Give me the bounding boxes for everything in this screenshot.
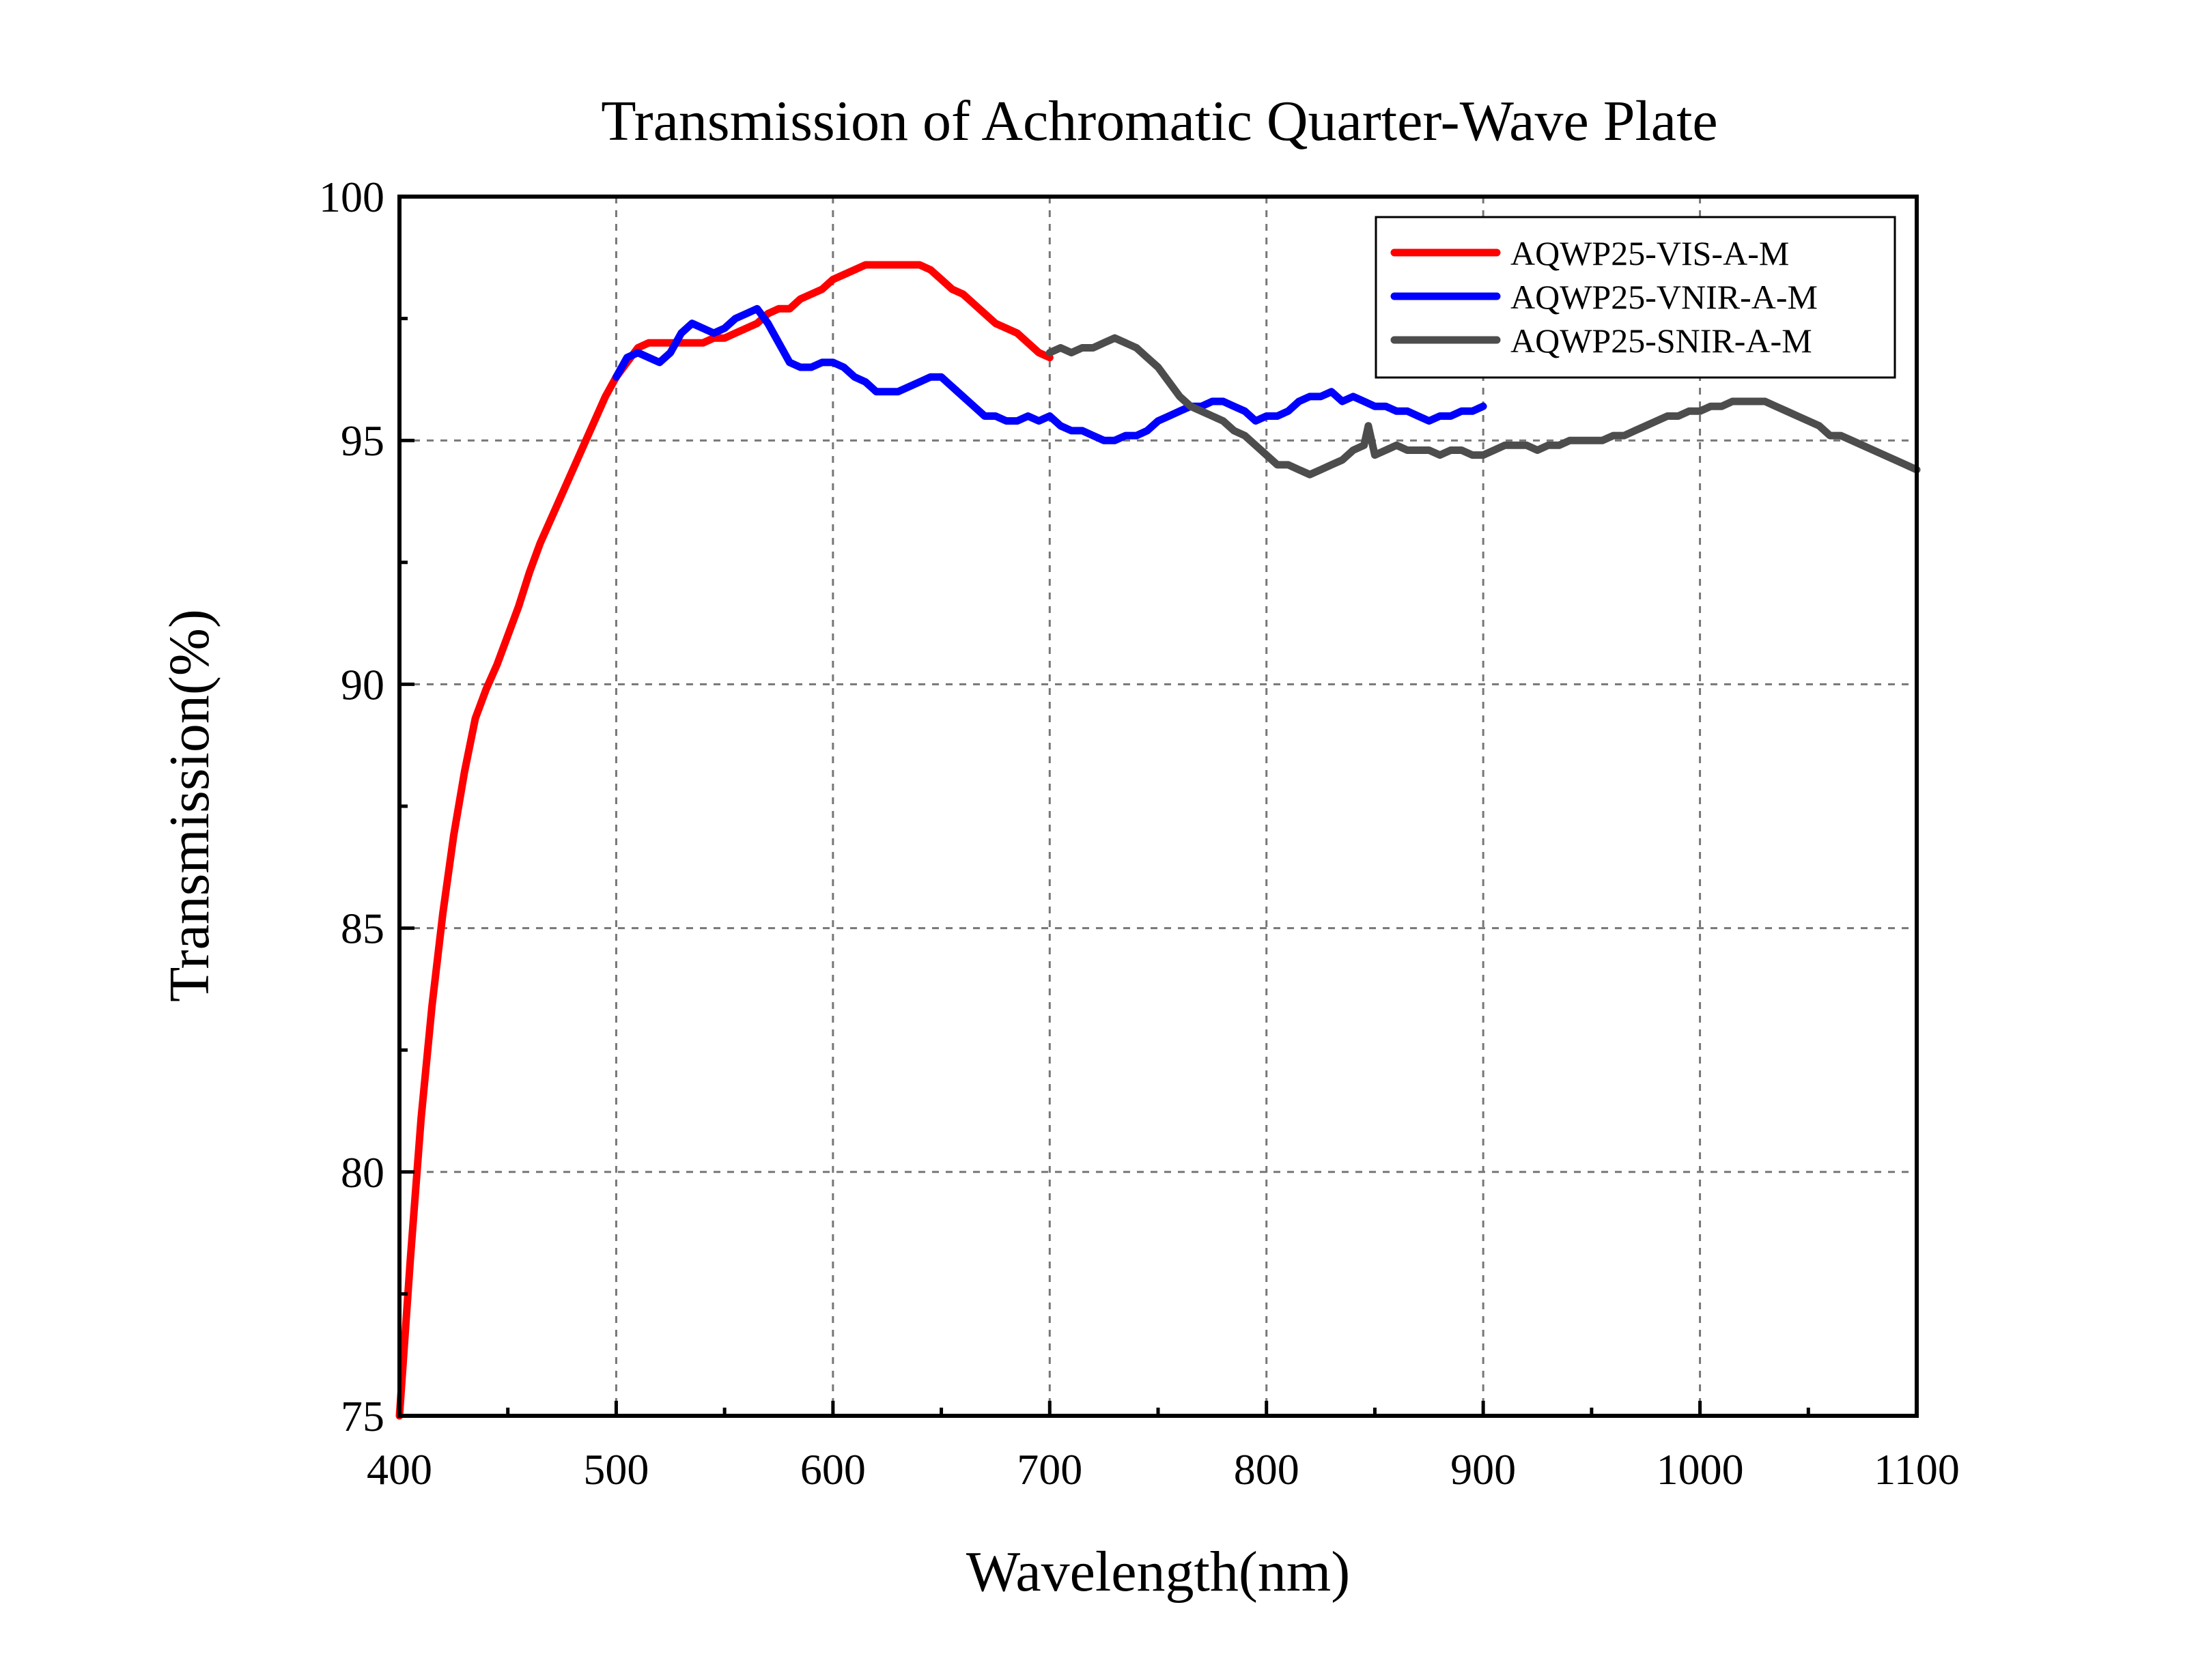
y-tick-label: 90 [341,660,384,709]
legend-items: AQWP25-VIS-A-M AQWP25-VNIR-A-M AQWP25-SNIR… [1390,234,1818,360]
x-tick-label: 400 [367,1445,432,1494]
x-tick-label: 900 [1450,1445,1516,1494]
y-tick-label: 75 [341,1392,384,1440]
y-tick-label: 80 [341,1148,384,1197]
axis-ticks [397,195,1919,1418]
y-tick-label: 85 [341,905,384,953]
tick-labels: 400 500 600 700 800 900 1000 1100 75 80 85 90 95 100 [319,173,1960,1494]
x-axis-title: Wavelength(nm) [966,1540,1350,1604]
plot-frame [397,195,1919,1418]
y-tick-label: 100 [319,173,384,221]
x-tick-label: 1000 [1657,1445,1744,1494]
x-tick-label: 800 [1234,1445,1299,1494]
y-tick-label: 95 [341,416,384,465]
series-line-1 [395,261,1054,1420]
y-axis-title: Transmission(%) [158,609,221,1002]
chart-title: Transmission of Achromatic Quarter-Wave … [601,89,1717,153]
legend-label-2: AQWP25-VNIR-A-M [1510,278,1818,316]
series-line-2 [612,304,1487,444]
grid [399,197,1917,1416]
legend-label-1: AQWP25-VIS-A-M [1510,234,1789,272]
x-tick-label: 1100 [1874,1445,1960,1494]
series-line-3 [1045,334,1921,479]
legend-label-3: AQWP25-SNIR-A-M [1510,322,1812,360]
series-lines [395,261,1921,1420]
x-tick-label: 600 [800,1445,866,1494]
x-tick-label: 500 [583,1445,649,1494]
x-tick-label: 700 [1017,1445,1082,1494]
legend: AQWP25-VIS-A-M AQWP25-VNIR-A-M AQWP25-SNIR… [1375,216,1896,379]
